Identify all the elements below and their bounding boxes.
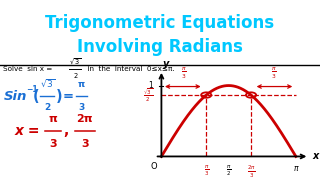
Text: x: x	[312, 151, 318, 161]
Text: $\frac{\pi}{3}$: $\frac{\pi}{3}$	[181, 66, 187, 81]
Text: ,: ,	[63, 124, 68, 138]
Text: π: π	[78, 80, 85, 89]
Text: 2: 2	[44, 103, 51, 112]
Text: O: O	[150, 162, 157, 171]
Text: Involving Radians: Involving Radians	[77, 38, 243, 56]
Text: $\frac{\pi}{3}$: $\frac{\pi}{3}$	[204, 163, 209, 178]
Text: 1: 1	[148, 81, 153, 90]
Text: $\pi$: $\pi$	[292, 163, 299, 172]
Text: (: (	[33, 89, 40, 104]
Text: 3: 3	[49, 139, 57, 149]
Text: ): )	[55, 89, 62, 104]
Text: x =: x =	[14, 124, 40, 138]
Text: $\frac{2\pi}{3}$: $\frac{2\pi}{3}$	[247, 163, 255, 180]
Text: 2π: 2π	[76, 114, 93, 124]
Text: $\frac{\pi}{2}$: $\frac{\pi}{2}$	[226, 163, 231, 178]
Text: 2: 2	[73, 73, 77, 78]
Text: =: =	[63, 90, 74, 103]
Text: $\sqrt{3}$: $\sqrt{3}$	[39, 77, 55, 89]
Text: in  the  interval  0≤x≤π.: in the interval 0≤x≤π.	[83, 66, 174, 72]
Text: $\frac{\sqrt{3}}{2}$: $\frac{\sqrt{3}}{2}$	[143, 86, 153, 104]
Text: π: π	[48, 114, 57, 124]
Text: 3: 3	[81, 139, 89, 149]
Text: Solve  sin x =: Solve sin x =	[3, 66, 52, 72]
Text: 3: 3	[78, 103, 85, 112]
Text: Trigonometric Equations: Trigonometric Equations	[45, 14, 275, 32]
Text: −1: −1	[26, 85, 38, 94]
Text: Sin: Sin	[4, 90, 27, 103]
Text: y: y	[164, 59, 170, 69]
Text: $\sqrt{3}$: $\sqrt{3}$	[69, 56, 81, 66]
Text: $\frac{\pi}{3}$: $\frac{\pi}{3}$	[271, 66, 276, 81]
